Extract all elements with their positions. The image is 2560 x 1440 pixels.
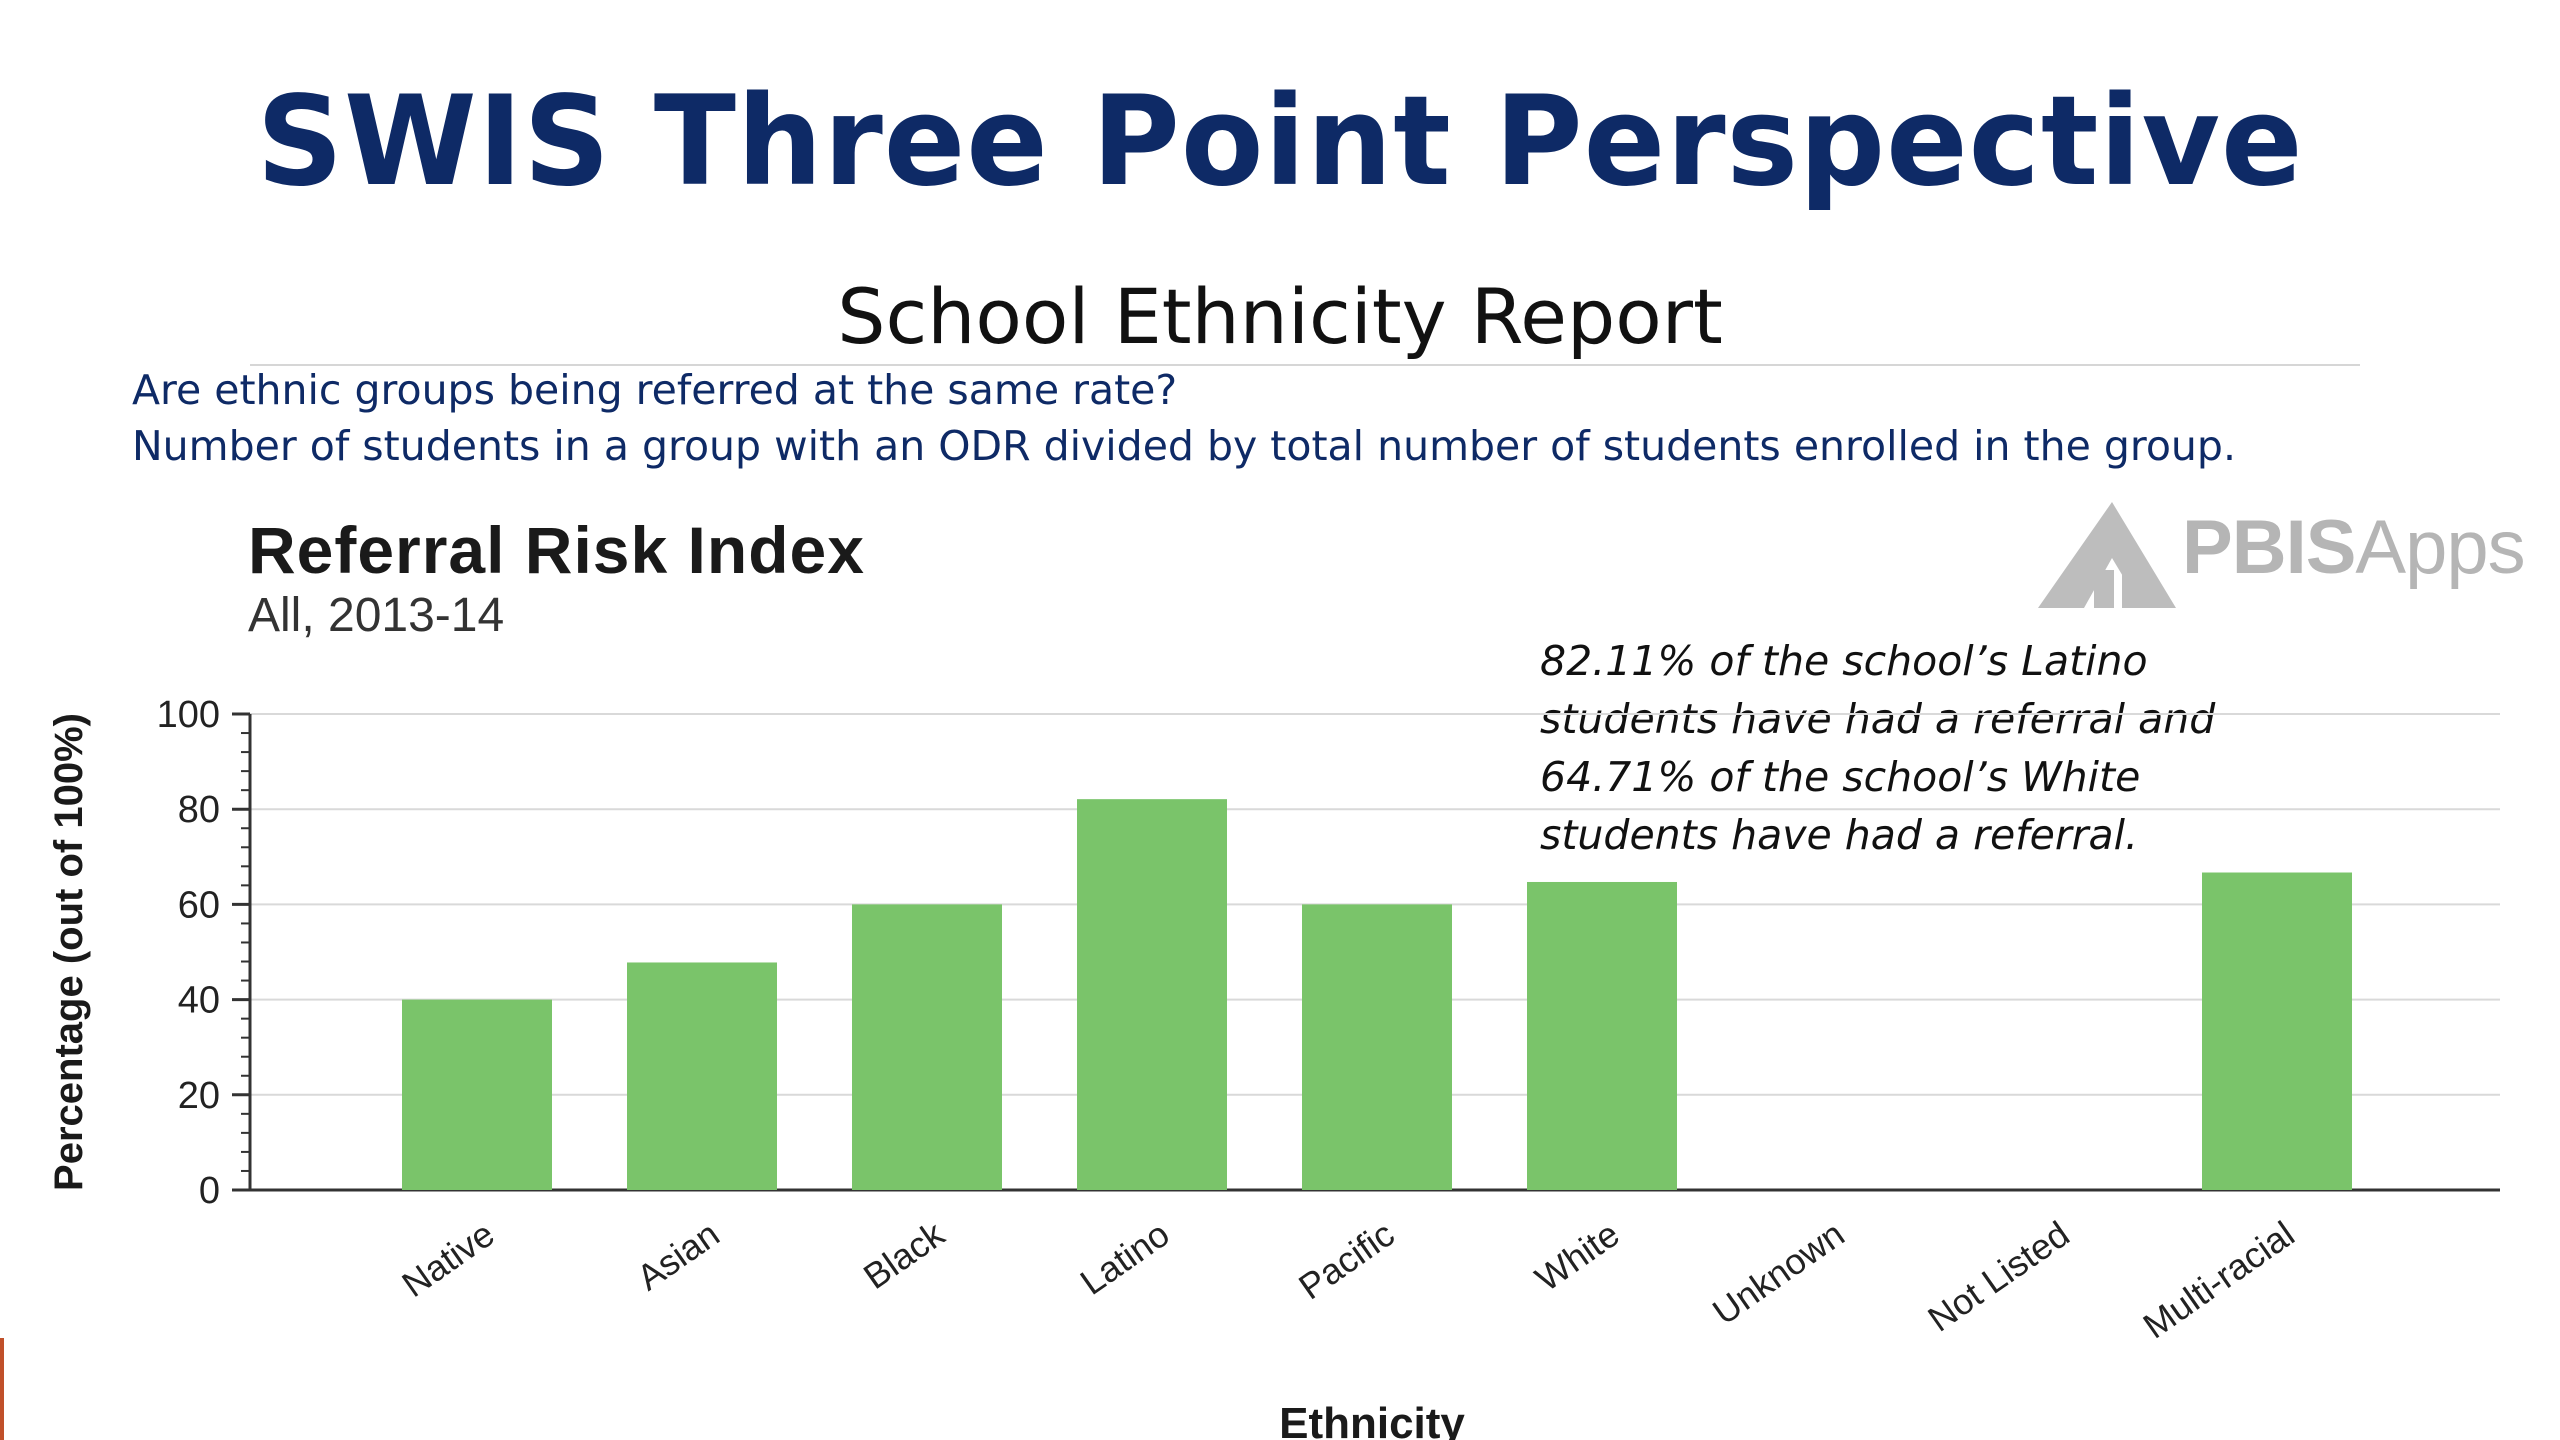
y-tick-label: 40 <box>178 980 220 1022</box>
x-tick-label: Latino <box>1073 1213 1177 1303</box>
bar-pacific <box>1302 904 1452 1190</box>
bar-asian <box>627 962 777 1190</box>
x-axis-label: Ethnicity <box>1279 1399 1465 1440</box>
pbis-apps-logo-icon <box>2038 502 2176 608</box>
x-tick-label: Asian <box>629 1213 726 1298</box>
chart-subtitle: All, 2013-14 <box>248 589 505 642</box>
bar-white <box>1527 881 1677 1190</box>
chart-annotation: 82.11% of the school’s Latino students h… <box>1540 637 2216 859</box>
y-axis-label: Percentage (out of 100%) <box>47 713 91 1191</box>
report-title: School Ethnicity Report <box>837 272 1723 361</box>
y-tick-label: 20 <box>178 1075 220 1117</box>
x-tick-label: Not Listed <box>1920 1213 2076 1340</box>
slide-title: SWIS Three Point Perspective <box>256 70 2304 214</box>
y-tick-label: 80 <box>178 789 220 831</box>
logo-text-light: Apps <box>2355 505 2525 590</box>
x-tick-label: White <box>1528 1213 1627 1299</box>
chart-title: Referral Risk Index <box>248 513 865 587</box>
pbis-apps-logo-text: PBISApps <box>2182 504 2526 591</box>
y-tick-label: 100 <box>157 694 220 736</box>
question-text: Are ethnic groups being referred at the … <box>132 366 1178 414</box>
x-tick-label: Unknown <box>1705 1213 1851 1333</box>
x-tick-label: Native <box>394 1213 501 1305</box>
bar-black <box>852 904 1002 1190</box>
x-tick-label: Multi-racial <box>2136 1213 2302 1346</box>
bar-multi-racial <box>2202 872 2352 1190</box>
slide-accent-edge <box>0 1338 4 1440</box>
x-tick-label: Black <box>856 1212 952 1297</box>
definition-text: Number of students in a group with an OD… <box>132 422 2236 470</box>
y-tick-label: 0 <box>199 1170 220 1212</box>
y-tick-label: 60 <box>178 884 220 926</box>
title-divider <box>250 364 2360 366</box>
x-tick-label: Pacific <box>1291 1213 1401 1307</box>
bar-native <box>402 999 552 1190</box>
bar-latino <box>1077 799 1227 1190</box>
logo-text-bold: PBIS <box>2182 505 2356 590</box>
pbis-apps-logo: PBISApps <box>2030 496 2550 616</box>
